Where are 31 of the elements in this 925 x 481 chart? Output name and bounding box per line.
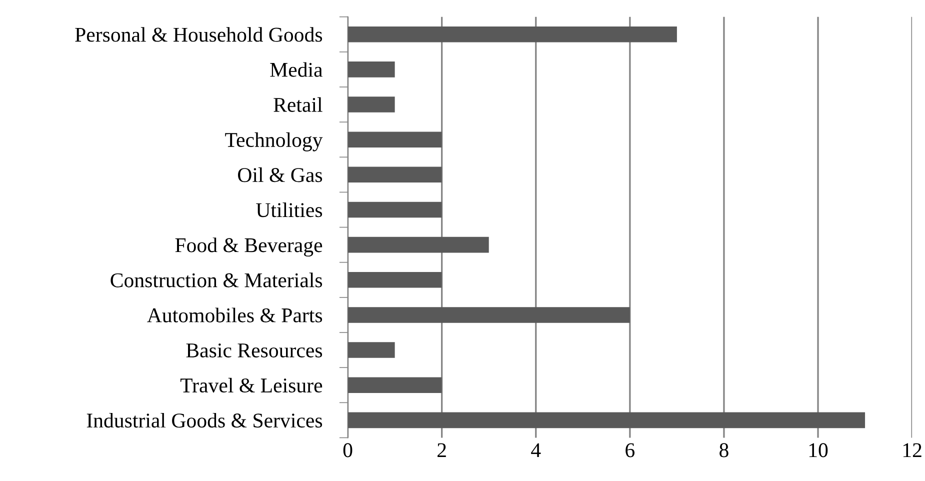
y-tick-label: Personal & Household Goods bbox=[75, 27, 322, 42]
y-tick-label: Utilities bbox=[256, 202, 322, 218]
bar bbox=[348, 342, 395, 358]
bar bbox=[348, 62, 395, 78]
y-tick-label: Basic Resources bbox=[186, 343, 322, 358]
bar bbox=[348, 377, 442, 393]
y-tick-label: Industrial Goods & Services bbox=[86, 412, 322, 428]
y-tick-label: Construction & Materials bbox=[110, 272, 322, 288]
y-tick-label: Retail bbox=[274, 97, 322, 112]
bar bbox=[348, 272, 442, 288]
bar bbox=[348, 166, 442, 183]
x-tick-label: 8 bbox=[720, 443, 728, 458]
x-tick-label: 12 bbox=[903, 443, 922, 458]
y-tick-label: Travel & Leisure bbox=[180, 378, 322, 393]
x-tick-label: 6 bbox=[626, 443, 635, 458]
bar bbox=[348, 236, 489, 253]
x-tick-label: 2 bbox=[438, 443, 446, 458]
bar bbox=[348, 202, 442, 218]
bar bbox=[348, 26, 677, 42]
x-tick-label: 0 bbox=[343, 443, 352, 458]
y-tick-label: Media bbox=[270, 62, 323, 77]
y-tick-label: Automobiles & Parts bbox=[147, 308, 322, 322]
y-tick-label: Technology bbox=[225, 132, 323, 152]
y-tick-label: Food & Beverage bbox=[175, 238, 322, 257]
x-tick-label: 4 bbox=[531, 443, 541, 458]
bar bbox=[348, 412, 866, 428]
bar bbox=[348, 96, 395, 112]
x-tick-label: 10 bbox=[809, 443, 828, 458]
bar bbox=[348, 307, 630, 323]
bar bbox=[348, 132, 442, 148]
y-tick-label: Oil & Gas bbox=[238, 167, 322, 182]
